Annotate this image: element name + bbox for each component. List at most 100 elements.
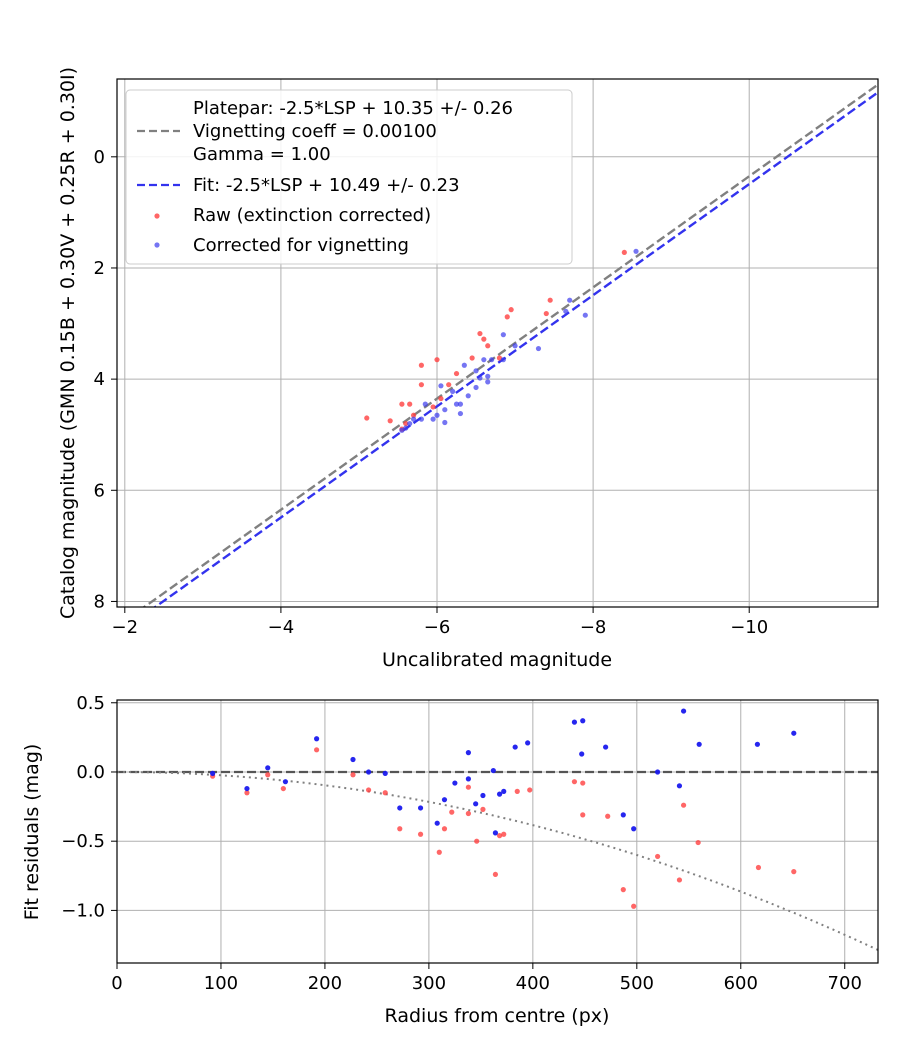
raw-point (434, 357, 440, 363)
raw-point (438, 395, 444, 402)
corrected-residual-point (525, 740, 531, 746)
corrected-residual-point (465, 776, 471, 782)
legend-raw-marker (154, 213, 160, 219)
corrected-residual-point (579, 751, 585, 757)
raw-point (547, 297, 553, 303)
corrected-residual-point (465, 750, 471, 756)
corrected-point (418, 416, 424, 422)
corrected-point (485, 373, 491, 379)
corrected-point (453, 401, 460, 407)
corrected-point (535, 345, 542, 352)
bottom-x-tick-label: 400 (516, 973, 550, 994)
corrected-point (450, 388, 456, 394)
corrected-residual-point (754, 741, 761, 747)
raw-point (410, 412, 417, 418)
raw-point (543, 310, 549, 317)
corrected-point (500, 357, 506, 363)
bottom-ticks: 0 100 200 300 400 500 600 700 0.5 0.0 −0.5 −1.0 (61, 693, 862, 994)
raw-point (621, 249, 627, 256)
top-xlabel: Uncalibrated magnitude (382, 649, 612, 671)
raw-residual-point (580, 812, 586, 818)
corrected-residual-point (265, 765, 271, 771)
bottom-scatter-points (210, 708, 797, 909)
raw-residual-point (680, 802, 687, 808)
bottom-x-tick-label: 700 (828, 973, 862, 994)
corrected-residual-point (580, 718, 586, 724)
corrected-point (563, 308, 569, 314)
corrected-point (410, 416, 417, 422)
corrected-point (473, 368, 479, 374)
corrected-point (430, 416, 436, 422)
bottom-y-tick-label: −1.0 (61, 900, 105, 921)
raw-residual-point (365, 787, 372, 793)
legend-raw-label: Raw (extinction corrected) (193, 205, 431, 226)
corrected-residual-point (282, 779, 289, 785)
corrected-point (434, 412, 440, 418)
corrected-residual-point (496, 791, 503, 797)
bottom-x-tick-label: 0 (111, 973, 122, 994)
corrected-residual-point (452, 780, 458, 786)
raw-point (485, 343, 491, 349)
raw-residual-point (501, 831, 507, 837)
raw-residual-point (474, 838, 480, 844)
top-ylabel: Catalog magnitude (GMN 0.15B + 0.30V + 0… (57, 67, 79, 619)
raw-residual-point (244, 790, 250, 796)
legend-corrected-marker (154, 242, 160, 248)
corrected-point (477, 375, 483, 381)
raw-residual-point (695, 839, 701, 846)
top-y-tick-label: 0 (94, 147, 105, 168)
raw-residual-point (631, 903, 637, 909)
raw-residual-point (465, 784, 471, 790)
raw-residual-point (449, 809, 455, 815)
legend-fit-label: Fit: -2.5*LSP + 10.49 +/- 0.23 (193, 175, 460, 196)
corrected-residual-point (473, 801, 479, 807)
raw-residual-point (417, 831, 424, 837)
corrected-residual-point (417, 805, 424, 811)
vignetting-model-curve (117, 771, 879, 951)
corrected-residual-point (382, 770, 388, 776)
raw-residual-point (350, 772, 356, 778)
legend-platepar-label: Platepar: -2.5*LSP + 10.35 +/- 0.26 Vign… (193, 98, 519, 165)
raw-point (407, 401, 413, 407)
raw-point (430, 404, 436, 410)
bottom-y-tick-label: 0.5 (76, 693, 105, 714)
raw-point (403, 420, 409, 427)
corrected-residual-point (631, 826, 637, 832)
bottom-x-tick-label: 500 (620, 973, 654, 994)
raw-residual-point (791, 869, 797, 875)
corrected-residual-point (244, 785, 250, 792)
bottom-xlabel: Radius from centre (px) (385, 1005, 610, 1027)
corrected-residual-point (350, 756, 356, 763)
raw-point (399, 401, 405, 407)
corrected-point (407, 420, 413, 427)
corrected-residual-point (603, 744, 609, 750)
raw-residual-point (514, 788, 520, 794)
top-x-tick-label: −4 (268, 617, 295, 638)
corrected-residual-point (571, 719, 578, 725)
bottom-chart: 0 100 200 300 400 500 600 700 0.5 0.0 −0.5 −1.0 Rad… (21, 693, 879, 1027)
raw-residual-point (496, 833, 503, 839)
corrected-residual-point (210, 770, 216, 776)
raw-residual-point (480, 806, 486, 812)
corrected-residual-point (676, 783, 683, 789)
corrected-point (473, 384, 479, 391)
top-scatter-points (364, 248, 639, 433)
corrected-point (422, 401, 428, 407)
raw-point (418, 382, 424, 388)
corrected-point (512, 343, 518, 349)
raw-residual-point (382, 790, 388, 796)
corrected-residual-point (492, 830, 499, 836)
raw-residual-point (492, 871, 499, 878)
top-y-tick-label: 8 (94, 591, 105, 612)
corrected-residual-point (397, 805, 403, 811)
raw-residual-point (527, 787, 533, 793)
corrected-residual-point (480, 792, 486, 799)
corrected-residual-point (501, 788, 507, 794)
top-ticks: −2 −4 −6 −8 −10 0 2 4 6 8 (94, 147, 769, 638)
corrected-point (500, 332, 506, 338)
corrected-residual-point (365, 769, 372, 775)
corrected-residual-point (620, 812, 626, 818)
top-y-tick-label: 2 (94, 258, 105, 279)
corrected-residual-point (680, 708, 687, 714)
